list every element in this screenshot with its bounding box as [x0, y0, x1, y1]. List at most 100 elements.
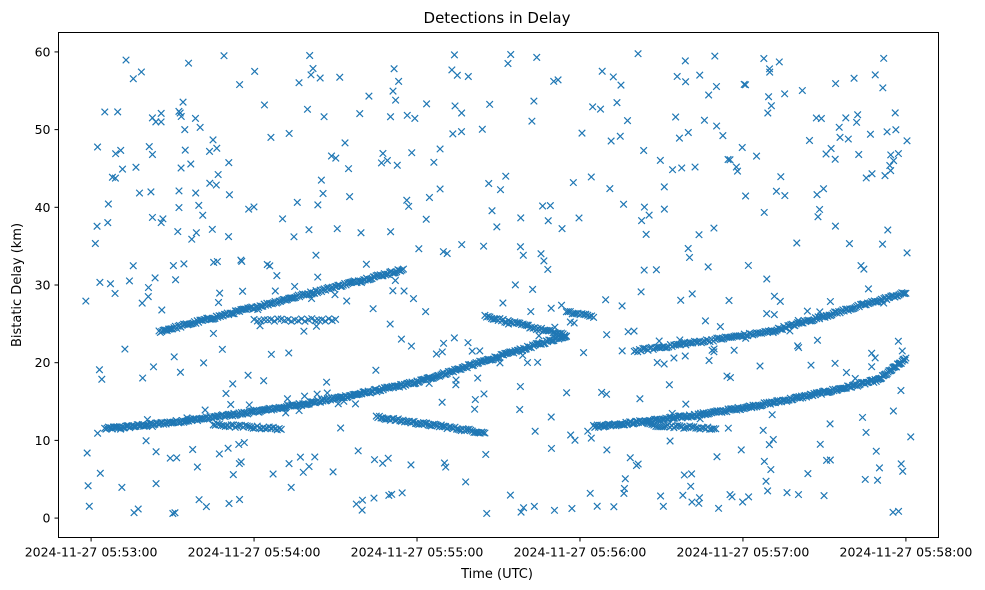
data-point: [660, 360, 668, 368]
data-point: [726, 373, 735, 382]
data-point: [562, 332, 571, 341]
data-point: [531, 427, 539, 435]
data-point: [425, 193, 434, 202]
data-point: [345, 192, 354, 201]
data-point: [873, 476, 882, 484]
data-point: [562, 389, 571, 397]
data-point: [619, 200, 628, 208]
data-point: [376, 386, 385, 395]
data-point: [842, 368, 851, 377]
data-point: [93, 429, 102, 438]
data-point: [148, 150, 157, 159]
data-point: [805, 136, 814, 145]
data-point: [688, 423, 696, 431]
data-point: [601, 296, 610, 304]
data-point: [370, 455, 379, 464]
data-point: [776, 297, 785, 306]
data-point: [148, 422, 157, 431]
data-point: [547, 413, 555, 421]
data-point: [504, 59, 512, 68]
data-point: [533, 53, 541, 62]
data-point: [354, 447, 362, 455]
data-point: [603, 446, 611, 454]
data-point: [530, 97, 538, 105]
data-point: [744, 261, 753, 270]
data-point: [816, 308, 824, 316]
data-point: [175, 187, 183, 195]
data-point: [535, 332, 543, 340]
data-point: [571, 436, 579, 444]
data-point: [741, 81, 750, 89]
data-point: [400, 287, 408, 295]
data-point: [91, 239, 100, 248]
data-point: [181, 146, 189, 154]
data-point: [302, 400, 311, 409]
data-point: [351, 400, 360, 408]
data-point: [741, 192, 750, 200]
data-point: [871, 71, 879, 79]
data-point: [528, 285, 537, 294]
data-point: [407, 342, 416, 350]
data-point: [227, 421, 236, 429]
data-point: [845, 239, 854, 248]
data-point: [724, 424, 733, 432]
data-point: [610, 503, 618, 511]
data-point: [267, 350, 276, 359]
data-point: [281, 409, 290, 417]
data-point: [628, 419, 636, 428]
data-point: [261, 425, 269, 433]
data-point: [902, 354, 910, 362]
data-point: [270, 317, 279, 325]
x-tick-label: 2024-11-27 05:56:00: [514, 545, 647, 560]
data-point: [762, 309, 771, 318]
data-point: [816, 440, 824, 449]
data-point: [451, 102, 459, 110]
data-point: [177, 164, 185, 172]
data-point: [519, 351, 527, 360]
data-point: [862, 378, 871, 387]
data-point: [695, 493, 704, 502]
data-point: [320, 112, 328, 121]
data-point: [519, 504, 528, 512]
data-point: [684, 128, 693, 137]
data-point: [744, 493, 753, 501]
data-point: [250, 203, 258, 211]
data-point: [195, 495, 203, 504]
data-point: [780, 90, 789, 98]
data-point: [191, 189, 200, 197]
data-point: [275, 297, 283, 305]
data-point: [704, 263, 712, 271]
data-point: [544, 216, 552, 225]
data-point: [634, 49, 642, 58]
data-point: [700, 116, 709, 124]
data-point: [457, 109, 466, 117]
data-point: [479, 242, 488, 250]
data-point: [616, 132, 624, 140]
data-point: [449, 130, 457, 138]
data-point: [386, 228, 395, 236]
data-point: [680, 471, 689, 479]
data-point: [652, 266, 661, 274]
data-point: [765, 440, 774, 449]
data-point: [358, 496, 367, 504]
data-point: [135, 189, 144, 197]
data-point: [340, 397, 348, 406]
data-point: [300, 392, 309, 400]
data-point: [289, 294, 297, 302]
data-point: [453, 71, 462, 79]
data-point: [170, 353, 178, 361]
data-point: [670, 354, 678, 362]
data-point: [528, 117, 536, 125]
data-point: [822, 456, 831, 465]
data-point: [98, 375, 106, 384]
data-point: [842, 114, 850, 122]
data-point: [540, 257, 548, 265]
data-point: [547, 444, 556, 453]
data-point: [815, 205, 824, 214]
data-point: [578, 129, 586, 137]
data-point: [438, 348, 447, 356]
data-point: [883, 128, 891, 136]
data-point: [597, 388, 606, 397]
data-point: [705, 356, 713, 365]
data-point: [332, 154, 340, 162]
